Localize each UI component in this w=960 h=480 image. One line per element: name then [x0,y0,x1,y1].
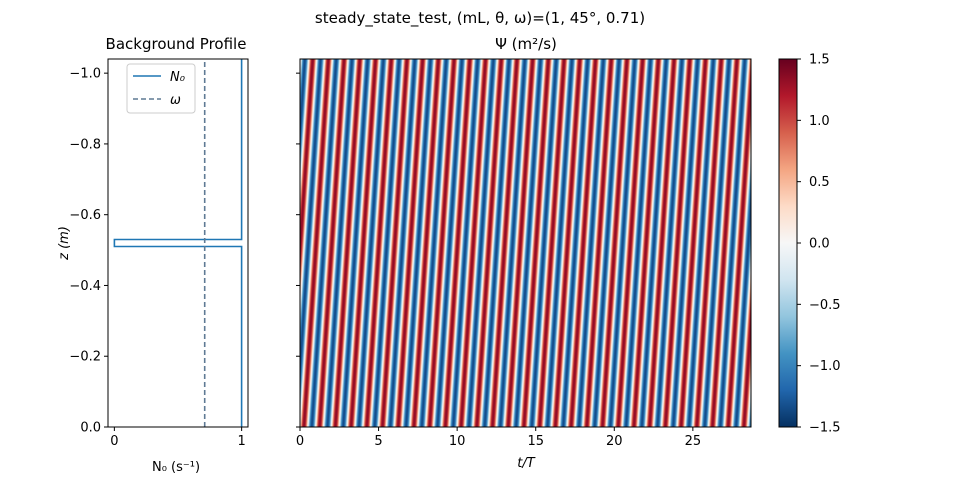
psi-axes-frame [299,58,752,428]
profile-x-axis-label: N₀ (s⁻¹) [152,460,200,475]
psi-title: Ψ (m²/s) [495,35,557,53]
colorbar-tick-label: 0.0 [809,237,830,252]
profile-y-tick-label: −0.4 [69,279,101,294]
legend-n0-label: N₀ [170,70,186,85]
psi-heatmap-field [300,59,751,427]
psi-x-ticks: 0 5 10 15 20 25 [296,427,701,449]
profile-x-tick-label: 1 [237,434,245,449]
profile-panel: Background Profile 0.0 −0.2 −0.4 −0.6 −0.8 −1… [57,35,249,475]
colorbar-tick-label: 1.5 [809,53,830,68]
psi-x-axis-label: t/T [517,456,535,471]
colorbar-ticks: −1.5 −1.0 −0.5 0.0 0.5 1.0 1.5 [797,53,841,436]
profile-y-axis-label: z (m) [57,226,72,261]
psi-x-tick-label: 10 [449,434,466,449]
profile-y-tick-label: 0.0 [80,421,101,436]
psi-y-ticks [296,72,300,428]
profile-y-tick-label: −0.6 [69,208,101,223]
profile-axes-frame [107,58,249,428]
colorbar-tick-label: −1.0 [809,359,841,374]
psi-x-tick-label: 20 [606,434,623,449]
profile-title: Background Profile [106,35,247,53]
figure-suptitle: steady_state_test, (mL, θ, ω)=(1, 45°, 0… [315,9,645,28]
colorbar-fill [779,59,797,427]
profile-y-tick-label: −0.2 [69,350,101,365]
psi-x-tick-label: 0 [296,434,304,449]
colorbar: −1.5 −1.0 −0.5 0.0 0.5 1.0 1.5 [778,53,841,436]
colorbar-tick-label: −1.5 [809,421,841,436]
psi-panel: Ψ (m²/s) 0 5 10 15 20 25 t/T [296,35,752,471]
psi-x-tick-label: 5 [374,434,382,449]
profile-legend: N₀ ω [126,63,196,114]
colorbar-tick-label: −0.5 [809,298,841,313]
profile-y-tick-label: −1.0 [69,67,101,82]
n0-profile-line [113,59,243,427]
profile-lines [113,59,243,427]
legend-omega-label: ω [170,93,181,108]
psi-x-tick-label: 15 [527,434,544,449]
colorbar-tick-label: 0.5 [809,175,830,190]
profile-y-tick-label: −0.8 [69,137,101,152]
profile-y-ticks: 0.0 −0.2 −0.4 −0.6 −0.8 −1.0 [69,67,108,436]
psi-x-tick-label: 25 [685,434,702,449]
colorbar-tick-label: 1.0 [809,114,830,129]
profile-x-tick-label: 0 [110,434,118,449]
